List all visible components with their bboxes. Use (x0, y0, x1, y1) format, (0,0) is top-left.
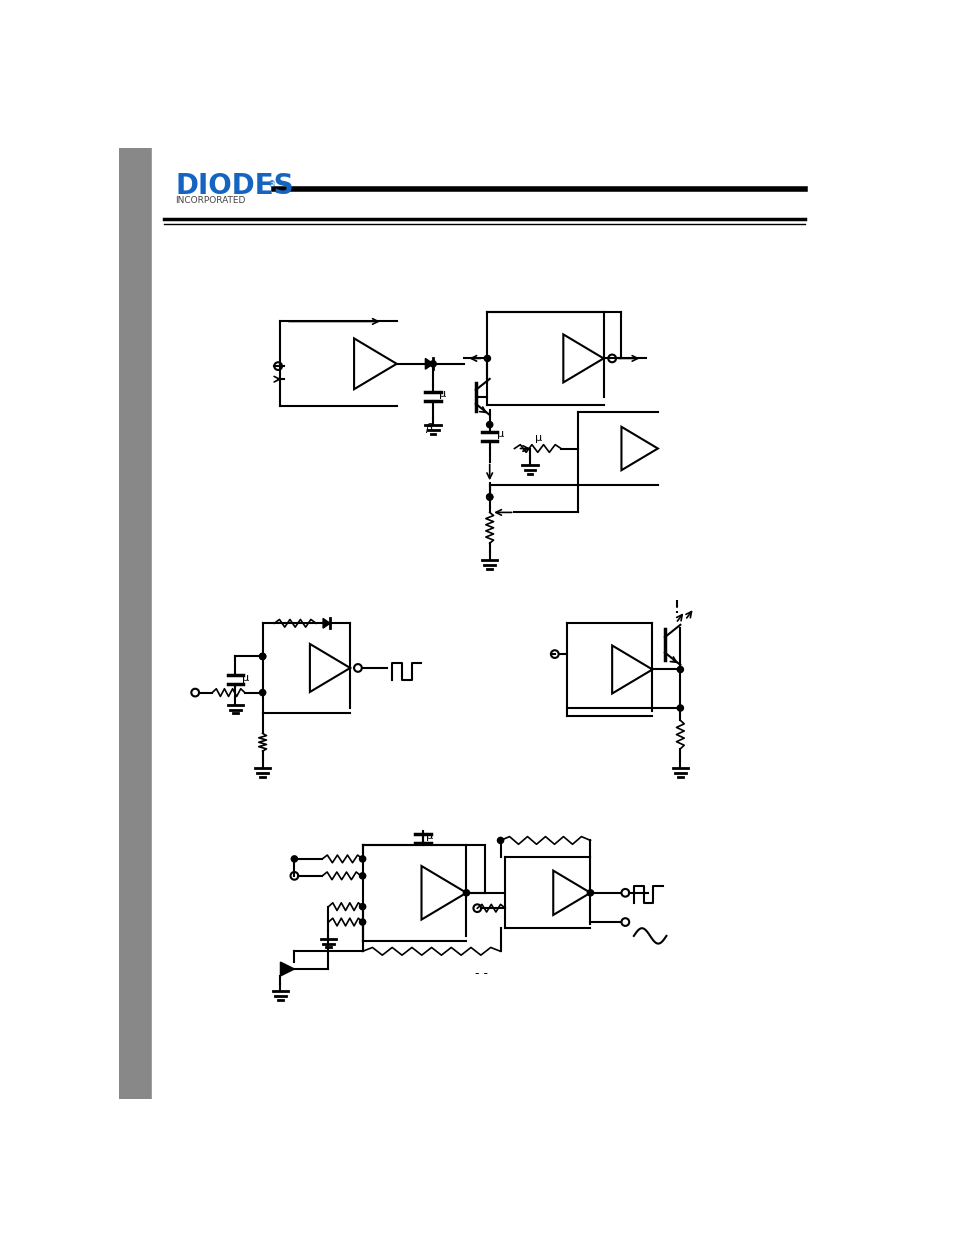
Circle shape (259, 689, 266, 695)
Circle shape (359, 856, 365, 862)
Circle shape (359, 873, 365, 879)
Circle shape (259, 653, 266, 659)
Text: - -: - - (475, 967, 488, 981)
Circle shape (677, 667, 682, 673)
Text: β: β (424, 422, 432, 432)
Text: μ: μ (241, 673, 249, 683)
Text: μ: μ (439, 389, 446, 399)
Polygon shape (280, 962, 294, 976)
Circle shape (497, 837, 503, 844)
Text: ®: ® (268, 180, 276, 189)
Circle shape (359, 904, 365, 910)
Circle shape (430, 361, 436, 367)
Circle shape (291, 856, 297, 862)
Circle shape (486, 421, 493, 427)
Polygon shape (323, 619, 330, 629)
Text: μ: μ (426, 831, 433, 841)
Circle shape (463, 889, 469, 895)
Text: DIODES: DIODES (174, 172, 294, 200)
Text: INCORPORATED: INCORPORATED (174, 196, 245, 205)
Text: μ: μ (497, 429, 503, 438)
Circle shape (259, 653, 266, 659)
Text: μ: μ (534, 432, 541, 443)
Circle shape (486, 494, 493, 500)
Circle shape (484, 356, 490, 362)
Circle shape (359, 919, 365, 925)
Circle shape (486, 494, 493, 500)
Polygon shape (425, 358, 433, 369)
Bar (119, 148, 152, 1099)
Circle shape (587, 889, 593, 895)
Circle shape (677, 705, 682, 711)
